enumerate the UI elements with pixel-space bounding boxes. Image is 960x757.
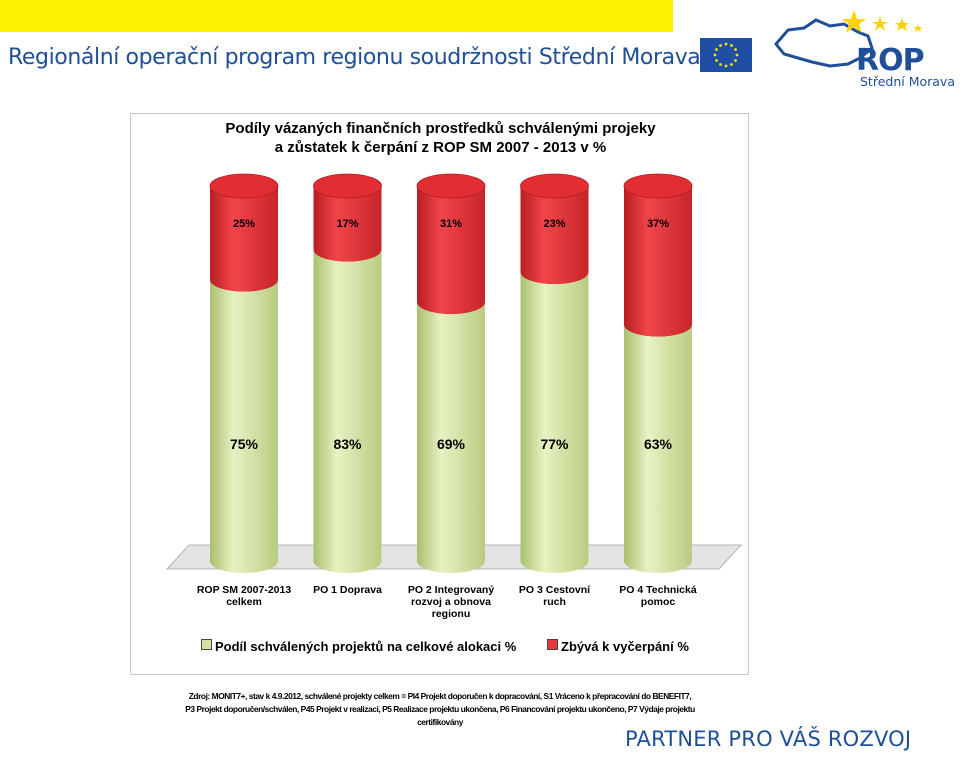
category-label-line: ROP SM 2007-2013 bbox=[196, 584, 292, 596]
bar-remaining-4 bbox=[520, 186, 589, 285]
chart-legend: Podíl schválených projektů na celkové al… bbox=[131, 639, 750, 657]
program-title: Regionální operační program regionu soud… bbox=[8, 45, 701, 70]
category-label-line: PO 1 Doprava bbox=[313, 584, 382, 596]
bar-remaining-3 bbox=[417, 186, 485, 315]
category-label-line: pomoc bbox=[640, 596, 676, 608]
source-note-line-2: P3 Projekt doporučen/schválen, P45 Proje… bbox=[185, 704, 695, 714]
bar-approved-2 bbox=[313, 249, 382, 573]
category-label-line: PO 4 Technická bbox=[619, 584, 697, 596]
legend-item-approved: Podíl schválených projektů na celkové al… bbox=[201, 639, 516, 654]
category-label-4: PO 3 Cestovní ruch bbox=[500, 584, 610, 608]
rop-logo: ROP Střední Morava bbox=[768, 6, 960, 96]
category-label-3: PO 2 Integrovaný rozvoj a obnova regionu bbox=[396, 584, 506, 620]
category-label-2: PO 1 Doprava bbox=[293, 584, 403, 596]
footer-slogan: PARTNER PRO VÁŠ ROZVOJ bbox=[625, 727, 912, 751]
bar-remaining-top-5 bbox=[623, 173, 693, 199]
legend-swatch-approved bbox=[201, 639, 212, 650]
data-label-approved-5: 63% bbox=[644, 436, 673, 452]
eu-flag-icon bbox=[700, 38, 752, 72]
category-label-5: PO 4 Technická pomoc bbox=[603, 584, 713, 608]
category-label-line: rozvoj a obnova bbox=[411, 596, 491, 608]
data-label-remaining-5: 37% bbox=[647, 218, 669, 230]
data-label-approved-3: 69% bbox=[437, 436, 466, 452]
bar-approved-1 bbox=[210, 279, 278, 573]
bar-remaining-top-2 bbox=[313, 173, 382, 199]
legend-swatch-remaining bbox=[547, 639, 558, 650]
data-label-remaining-4: 23% bbox=[543, 218, 565, 230]
header-yellow-bar bbox=[0, 0, 673, 32]
bar-approved-5 bbox=[624, 324, 692, 573]
bar-remaining-top-3 bbox=[416, 173, 486, 199]
logo-region: Střední Morava bbox=[860, 74, 955, 89]
legend-item-remaining: Zbývá k vyčerpání % bbox=[547, 639, 689, 654]
category-label-line: ruch bbox=[543, 596, 566, 608]
data-label-remaining-2: 17% bbox=[336, 218, 358, 230]
source-note: Zdroj: MONIT7+, stav k 4.9.2012, schvále… bbox=[135, 690, 745, 729]
bar-remaining-2 bbox=[313, 186, 382, 262]
source-note-line-3: certifikovány bbox=[417, 717, 463, 727]
data-label-approved-1: 75% bbox=[230, 436, 259, 452]
bar-approved-3 bbox=[417, 302, 485, 573]
category-label-line: PO 3 Cestovní bbox=[518, 584, 591, 596]
bar-remaining-top-1 bbox=[209, 173, 279, 199]
chart-title-line-1: Podíly vázaných finančních prostředků sc… bbox=[225, 120, 656, 137]
category-label-1: ROP SM 2007-2013 celkem bbox=[189, 584, 299, 608]
czech-map-icon bbox=[774, 10, 922, 68]
bar-remaining-5 bbox=[624, 186, 692, 337]
bar-remaining-1 bbox=[210, 186, 278, 292]
data-label-approved-4: 77% bbox=[540, 436, 569, 452]
data-label-remaining-1: 25% bbox=[233, 218, 255, 230]
chart-title: Podíly vázaných finančních prostředků sc… bbox=[131, 119, 750, 157]
data-label-approved-2: 83% bbox=[333, 436, 362, 452]
bar-remaining-top-4 bbox=[520, 173, 589, 199]
logo-text: ROP bbox=[856, 43, 925, 78]
category-label-line: regionu bbox=[431, 608, 471, 620]
chart-frame: Podíly vázaných finančních prostředků sc… bbox=[130, 113, 749, 675]
chart-title-line-2: a zůstatek k čerpání z ROP SM 2007 - 201… bbox=[274, 139, 607, 156]
category-label-line: PO 2 Integrovaný bbox=[407, 584, 495, 596]
category-label-line: celkem bbox=[226, 596, 262, 608]
chart-plot: 25% 75% 17% 83% 31% 69% 23% 77% 37% 63% bbox=[165, 173, 743, 573]
legend-label-remaining: Zbývá k vyčerpání % bbox=[561, 639, 689, 654]
bar-approved-4 bbox=[520, 272, 589, 573]
data-label-remaining-3: 31% bbox=[440, 218, 462, 230]
source-note-line-1: Zdroj: MONIT7+, stav k 4.9.2012, schvále… bbox=[188, 691, 692, 701]
legend-label-approved: Podíl schválených projektů na celkové al… bbox=[215, 639, 517, 654]
